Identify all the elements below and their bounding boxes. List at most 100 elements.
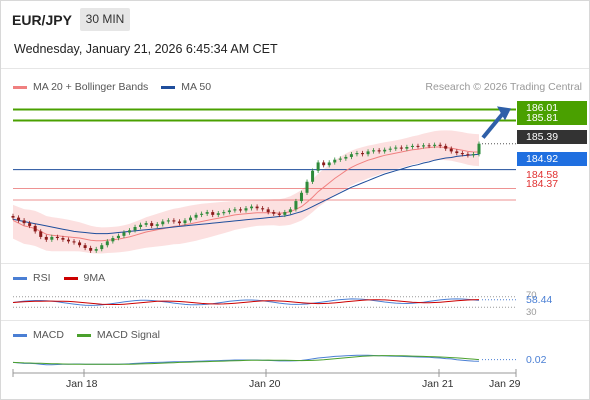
candle-body bbox=[349, 154, 353, 157]
candle-body bbox=[294, 201, 298, 210]
candle-body bbox=[466, 154, 470, 156]
candle-body bbox=[17, 217, 21, 221]
candle-body bbox=[399, 147, 403, 149]
candle-body bbox=[161, 221, 165, 225]
support-1-tag: 184.58 bbox=[526, 169, 559, 181]
candle-body bbox=[50, 236, 54, 240]
candle-body bbox=[250, 206, 254, 209]
candle-body bbox=[449, 148, 453, 152]
candle-body bbox=[155, 224, 159, 226]
candle-body bbox=[44, 236, 48, 240]
candle-body bbox=[166, 220, 170, 222]
candle-body bbox=[150, 223, 154, 226]
candle-body bbox=[89, 247, 93, 251]
rsi-lower-tag: 30 bbox=[526, 307, 537, 318]
x-tick-jan21: Jan 21 bbox=[422, 378, 454, 390]
candle-body bbox=[388, 148, 392, 150]
candle-body bbox=[244, 208, 248, 211]
candle-body bbox=[172, 220, 176, 222]
candle-body bbox=[72, 241, 76, 243]
candle-body bbox=[105, 241, 109, 246]
candle-body bbox=[28, 223, 32, 226]
candle-body bbox=[177, 221, 181, 224]
legend-item-ma20: MA 20 + Bollinger Bands bbox=[13, 81, 148, 93]
candle-body bbox=[238, 209, 242, 211]
macd-value-tag: 0.02 bbox=[526, 354, 547, 366]
resistance-2-tag: 185.81 bbox=[517, 112, 587, 125]
pivot-tag: 184.92 bbox=[517, 152, 587, 166]
candle-body bbox=[111, 238, 115, 242]
candle-body bbox=[477, 143, 481, 155]
legend-label-macd-signal: MACD Signal bbox=[96, 329, 160, 341]
candle-body bbox=[78, 242, 82, 246]
candle-body bbox=[455, 151, 459, 154]
last-price-tag: 185.39 bbox=[517, 130, 587, 144]
candle-body bbox=[194, 214, 198, 218]
legend-item-9ma: 9MA bbox=[63, 272, 105, 284]
candle-body bbox=[133, 227, 137, 231]
candle-body bbox=[333, 159, 337, 163]
bollinger-band-area bbox=[13, 130, 479, 254]
candle-body bbox=[422, 145, 426, 147]
legend-label-ma20: MA 20 + Bollinger Bands bbox=[33, 81, 149, 93]
legend-item-ma50: MA 50 bbox=[161, 81, 211, 93]
candle-body bbox=[471, 154, 475, 156]
macd-separator bbox=[1, 320, 589, 321]
forecast-arrow-head bbox=[497, 106, 511, 121]
candle-body bbox=[322, 162, 326, 166]
candle-body bbox=[405, 147, 409, 149]
candle-body bbox=[211, 212, 215, 215]
macd-signal-line bbox=[12, 355, 480, 365]
candle-body bbox=[416, 145, 420, 147]
candle-body bbox=[100, 245, 104, 250]
candle-body bbox=[338, 158, 342, 160]
candle-body bbox=[372, 150, 376, 152]
candle-body bbox=[283, 212, 287, 215]
candle-body bbox=[261, 208, 265, 210]
candle-body bbox=[205, 212, 209, 214]
candle-body bbox=[22, 220, 26, 224]
candle-body bbox=[394, 147, 398, 149]
rsi-separator bbox=[1, 263, 589, 264]
candle-body bbox=[233, 209, 237, 211]
symbol-title: EUR/JPY bbox=[12, 12, 72, 28]
candle-body bbox=[55, 236, 59, 239]
candle-body bbox=[366, 151, 370, 155]
candle-body bbox=[377, 150, 381, 152]
rsi-legend: RSI 9MA bbox=[13, 272, 118, 284]
candle-body bbox=[305, 181, 309, 193]
legend-label-macd: MACD bbox=[33, 329, 64, 341]
rsi-ma-line bbox=[12, 299, 480, 305]
timeframe-badge[interactable]: 30 MIN bbox=[80, 8, 130, 31]
legend-item-macd: MACD bbox=[13, 329, 64, 341]
x-tick-jan20: Jan 20 bbox=[249, 378, 281, 390]
copyright-label: Research © 2026 Trading Central bbox=[425, 81, 582, 93]
ma50-line bbox=[12, 153, 480, 235]
candle-body bbox=[127, 230, 132, 233]
candle-body bbox=[355, 153, 359, 155]
candle-body bbox=[360, 153, 365, 155]
legend-item-macd-signal: MACD Signal bbox=[76, 329, 160, 341]
candle-body bbox=[344, 156, 348, 159]
legend-swatch-rsi bbox=[13, 276, 27, 280]
candle-body bbox=[299, 192, 303, 202]
candle-body bbox=[316, 162, 320, 171]
forecast-arrow-shaft bbox=[481, 112, 505, 139]
legend-label-rsi: RSI bbox=[33, 272, 51, 284]
legend-swatch-ma50 bbox=[161, 85, 176, 89]
legend-swatch-ma20 bbox=[13, 85, 27, 89]
legend-swatch-macd bbox=[13, 333, 27, 337]
candle-body bbox=[222, 212, 226, 214]
ma20-line bbox=[12, 146, 479, 242]
candle-body bbox=[255, 206, 259, 209]
candle-body bbox=[11, 215, 15, 218]
legend-swatch-macd-signal bbox=[76, 333, 91, 337]
candle-body bbox=[266, 209, 270, 213]
candle-body bbox=[66, 239, 70, 242]
datetime-label: Wednesday, January 21, 2026 6:45:34 AM C… bbox=[14, 42, 278, 56]
legend-label-ma50: MA 50 bbox=[181, 81, 212, 93]
main-legend: MA 20 + Bollinger Bands MA 50 bbox=[13, 81, 224, 93]
candle-body bbox=[327, 162, 331, 166]
